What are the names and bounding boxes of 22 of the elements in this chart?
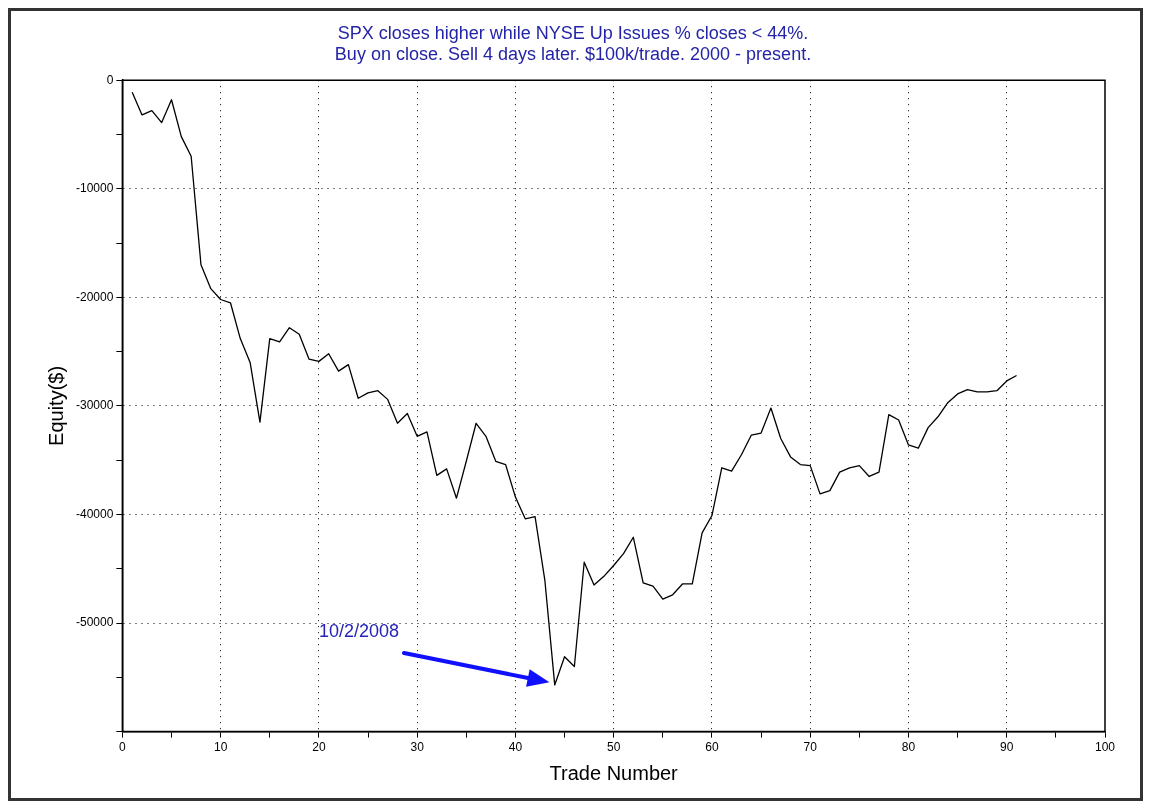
x-tick-label: 20 bbox=[312, 740, 326, 755]
x-tick-label: 30 bbox=[410, 740, 425, 755]
x-tick-label: 100 bbox=[1094, 740, 1116, 755]
x-tick-label: 40 bbox=[508, 740, 523, 755]
text: Buy on close. Sell 4 days later. $100k/trade. 2000 - present. bbox=[334, 44, 812, 65]
x-tick-label: 50 bbox=[607, 740, 621, 755]
y-tick-label: 0 bbox=[106, 72, 114, 87]
y-tick-label: -20000 bbox=[75, 289, 114, 304]
y-tick-label: -40000 bbox=[75, 506, 114, 521]
x-tick-label: 90 bbox=[1000, 740, 1014, 755]
text: SPX closes higher while NYSE Up Issues % closes < 44%. bbox=[337, 22, 809, 43]
y-tick-label: -50000 bbox=[75, 615, 114, 630]
x-axis-title: Trade Number bbox=[549, 761, 679, 784]
x-tick-label: 80 bbox=[901, 740, 916, 755]
x-tick-label: 70 bbox=[803, 740, 818, 755]
annotation: 10/2/2008 bbox=[318, 621, 399, 642]
y-axis-title: Equity($) bbox=[44, 365, 67, 446]
y-tick-label: -30000 bbox=[75, 398, 114, 413]
x-tick-label: 10 bbox=[213, 740, 228, 755]
y-tick-label: -10000 bbox=[75, 181, 114, 196]
x-tick-label: 60 bbox=[705, 740, 719, 755]
x-tick-label: 0 bbox=[119, 740, 127, 755]
